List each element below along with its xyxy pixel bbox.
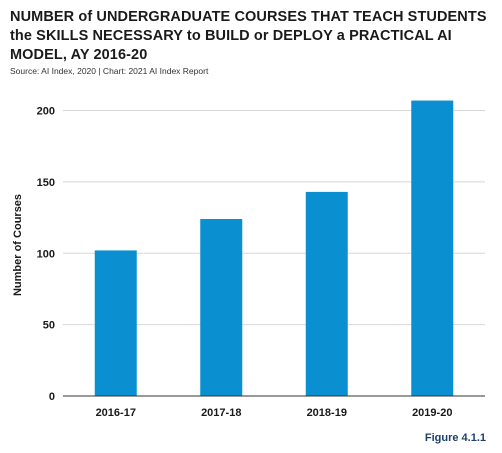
y-tick-label: 200 (37, 106, 55, 118)
x-tick-label: 2017-18 (201, 407, 241, 419)
y-tick-label: 150 (37, 177, 55, 189)
x-tick-label: 2016-17 (96, 407, 136, 419)
bar-2017-18 (200, 219, 243, 396)
chart-title-line-3: MODEL, AY 2016-20 (10, 47, 148, 63)
y-tick-label: 50 (43, 320, 55, 332)
y-tick-label: 0 (49, 391, 55, 403)
x-tick-label: 2019-20 (412, 407, 452, 419)
y-tick-label: 100 (37, 248, 55, 260)
figure-label: Figure 4.1.1 (424, 432, 486, 444)
x-tick-labels: 2016-17 2017-18 2018-19 2019-20 (96, 407, 453, 419)
y-axis-label: Number of Courses (12, 194, 24, 296)
chart-title-line-1: NUMBER of UNDERGRADUATE COURSES THAT TEA… (10, 9, 487, 25)
bar-2018-19 (305, 191, 348, 396)
chart-title: NUMBER of UNDERGRADUATE COURSES THAT TEA… (10, 8, 490, 65)
bar-2019-20 (411, 100, 454, 397)
chart-source: Source: AI Index, 2020 | Chart: 2021 AI … (10, 66, 209, 76)
y-tick-labels: 0 50 100 150 200 (37, 106, 55, 403)
chart-title-line-2: the SKILLS NECESSARY to BUILD or DEPLOY … (10, 28, 452, 44)
bar-2016-17 (94, 250, 137, 396)
x-tick-label: 2018-19 (307, 407, 347, 419)
bars (94, 100, 454, 397)
